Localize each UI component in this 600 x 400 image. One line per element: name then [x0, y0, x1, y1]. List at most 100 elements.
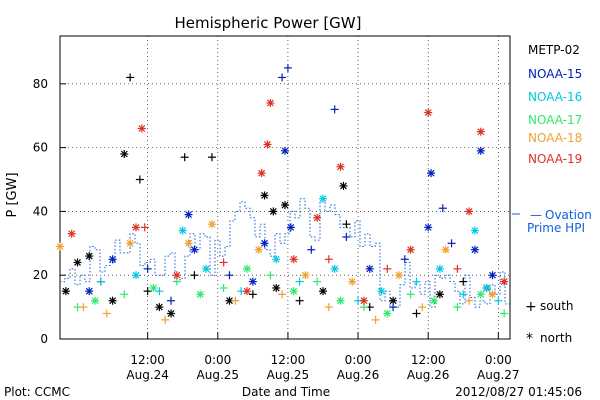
legend-entry: NOAA-19 — [528, 152, 582, 166]
data-point-noaa-16-north — [377, 287, 386, 296]
y-tick-label: 0 — [40, 332, 48, 346]
legend-entry: NOAA-17 — [528, 113, 582, 127]
legend-south-label: south — [540, 299, 574, 313]
data-marks — [56, 63, 509, 324]
legend: METP-02 NOAA-15 NOAA-16 NOAA-17 NOAA-18 … — [512, 43, 592, 347]
data-point-noaa-16-north — [178, 226, 187, 235]
data-point-noaa-17-north — [289, 287, 298, 296]
footer-timestamp: 2012/08/27 01:45:06 — [455, 385, 582, 399]
data-point-noaa-19-north — [500, 277, 509, 286]
ovation-hpi-path — [60, 198, 510, 308]
data-point-noaa-18-north — [301, 271, 310, 280]
data-point-metp-02-south — [342, 220, 351, 229]
x-tick-label: 12:00 — [130, 353, 165, 367]
data-point-noaa-16-north — [482, 283, 491, 292]
data-point-metp-02-north — [269, 207, 278, 216]
data-point-noaa-18-north — [488, 290, 497, 299]
y-tick-label: 80 — [33, 77, 48, 91]
data-point-noaa-15-north — [470, 245, 479, 254]
x-tick-label: 12:00 — [271, 353, 306, 367]
data-point-metp-02-north — [61, 287, 70, 296]
data-point-noaa-17-north — [243, 264, 252, 273]
data-point-noaa-15-south — [225, 271, 234, 280]
data-point-noaa-17-north — [476, 290, 485, 299]
legend-ovation-label-2: Prime HPI — [527, 221, 585, 235]
data-point-noaa-15-north — [108, 255, 117, 264]
data-point-metp-02-south — [126, 73, 135, 82]
legend-north-symbol: * — [526, 331, 533, 347]
data-point-noaa-16-north — [318, 194, 327, 203]
y-tick-label: 60 — [33, 141, 48, 155]
data-point-noaa-18-north — [207, 220, 216, 229]
y-tick-label: 40 — [33, 204, 48, 218]
data-point-noaa-15-north — [427, 169, 436, 178]
data-point-noaa-15-north — [488, 271, 497, 280]
data-point-noaa-16-south — [494, 296, 503, 305]
data-point-metp-02-north — [85, 252, 94, 261]
data-point-noaa-15-south — [342, 232, 351, 241]
data-point-noaa-17-north — [149, 283, 158, 292]
data-point-metp-02-north — [339, 181, 348, 190]
data-point-metp-02-north — [260, 191, 269, 200]
data-point-noaa-19-north — [289, 255, 298, 264]
data-point-metp-02-south — [248, 290, 257, 299]
data-point-metp-02-south — [459, 277, 468, 286]
legend-entry: NOAA-18 — [528, 131, 582, 145]
data-point-metp-02-north — [120, 150, 129, 159]
data-point-noaa-18-north — [184, 239, 193, 248]
legend-entry: NOAA-16 — [528, 90, 582, 104]
x-tick-label: 0:00 — [485, 353, 512, 367]
data-point-noaa-15-north — [476, 146, 485, 155]
y-tick-label: 20 — [33, 268, 48, 282]
data-point-noaa-17-south — [453, 303, 462, 312]
data-point-noaa-15-south — [307, 245, 316, 254]
data-point-noaa-15-south — [447, 239, 456, 248]
data-point-noaa-18-south — [371, 315, 380, 324]
data-point-noaa-15-north — [260, 239, 269, 248]
x-tick-label: Aug.25 — [197, 368, 240, 382]
y-axis: 0 20 40 60 80 — [33, 77, 66, 346]
data-point-noaa-15-south — [389, 303, 398, 312]
x-tick-label: Aug.26 — [407, 368, 450, 382]
data-point-noaa-17-south — [406, 290, 415, 299]
x-tick-label: 0:00 — [204, 353, 231, 367]
data-point-noaa-15-south — [278, 73, 287, 82]
data-point-noaa-16-south — [96, 277, 105, 286]
legend-north-label: north — [540, 331, 572, 345]
data-point-noaa-18-north — [394, 271, 403, 280]
data-point-metp-02-south — [207, 153, 216, 162]
data-point-noaa-19-north — [137, 124, 146, 133]
data-point-metp-02-north — [435, 290, 444, 299]
data-point-noaa-15-north — [365, 264, 374, 273]
data-point-noaa-19-south — [140, 223, 149, 232]
data-point-noaa-15-south — [438, 204, 447, 213]
data-point-noaa-19-north — [465, 207, 474, 216]
data-point-noaa-15-north — [184, 210, 193, 219]
legend-south-symbol: + — [525, 299, 537, 315]
data-point-metp-02-south — [295, 296, 304, 305]
data-point-noaa-16-south — [412, 277, 421, 286]
data-point-noaa-18-south — [418, 303, 427, 312]
x-axis: 12:00Aug.240:00Aug.2512:00Aug.250:00Aug.… — [126, 332, 520, 382]
data-point-noaa-15-north — [281, 146, 289, 155]
data-point-noaa-18-south — [278, 290, 287, 299]
data-point-metp-02-south — [412, 309, 421, 318]
data-point-noaa-19-north — [243, 287, 252, 296]
data-point-noaa-16-south — [155, 287, 164, 296]
data-point-noaa-18-north — [126, 239, 135, 248]
data-point-metp-02-north — [73, 258, 82, 267]
data-point-metp-02-north — [155, 303, 164, 312]
legend-ovation-label: Ovation — [545, 208, 592, 222]
legend-ovation-dash: — — [530, 208, 542, 222]
data-point-noaa-15-south — [167, 296, 176, 305]
x-axis-label: Date and Time — [242, 385, 330, 399]
data-point-noaa-18-north — [441, 245, 450, 254]
data-point-noaa-17-south — [500, 309, 509, 318]
x-tick-label: Aug.24 — [126, 368, 169, 382]
data-point-noaa-17-south — [219, 283, 228, 292]
data-point-noaa-19-north — [263, 140, 272, 149]
data-point-noaa-16-north — [435, 264, 444, 273]
data-point-noaa-16-north — [470, 226, 479, 235]
data-point-noaa-19-south — [383, 264, 392, 273]
